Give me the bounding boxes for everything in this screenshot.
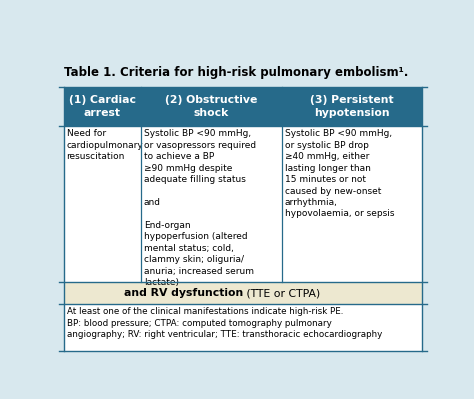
Bar: [64, 126, 422, 282]
Bar: [64, 304, 422, 352]
Text: Systolic BP <90 mmHg,
or vasopressors required
to achieve a BP
≥90 mmHg despite
: Systolic BP <90 mmHg, or vasopressors re…: [144, 129, 256, 287]
Text: (2) Obstructive
shock: (2) Obstructive shock: [165, 95, 257, 118]
Bar: [64, 87, 422, 126]
Text: Need for
cardiopulmonary
resuscitation: Need for cardiopulmonary resuscitation: [66, 129, 143, 161]
Text: (TTE or CTPA): (TTE or CTPA): [243, 288, 320, 298]
Text: (1) Cardiac
arrest: (1) Cardiac arrest: [69, 95, 136, 118]
Bar: [64, 282, 422, 304]
Text: Table 1. Criteria for high-risk pulmonary embolism¹.: Table 1. Criteria for high-risk pulmonar…: [64, 66, 408, 79]
Text: and RV dysfunction: and RV dysfunction: [124, 288, 243, 298]
Text: At least one of the clinical manifestations indicate high-risk PE.
BP: blood pre: At least one of the clinical manifestati…: [66, 308, 382, 340]
Text: Systolic BP <90 mmHg,
or systolic BP drop
≥40 mmHg, either
lasting longer than
1: Systolic BP <90 mmHg, or systolic BP dro…: [284, 129, 394, 218]
Text: (3) Persistent
hypotension: (3) Persistent hypotension: [310, 95, 394, 118]
